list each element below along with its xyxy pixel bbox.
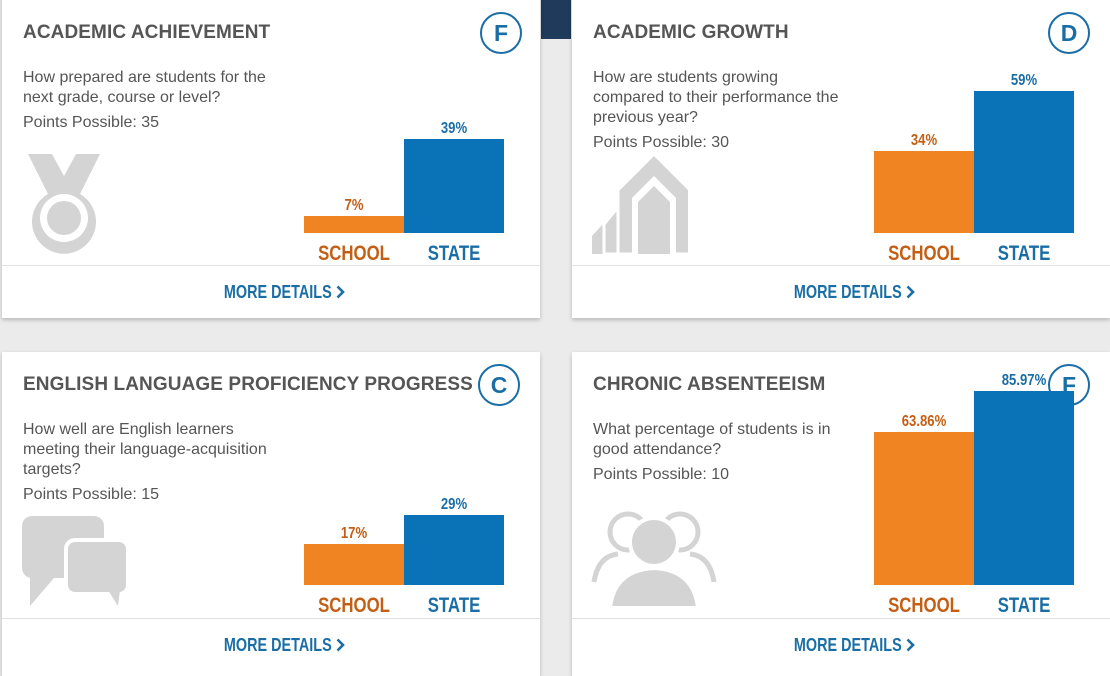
state-bar	[974, 91, 1074, 233]
school-label: SCHOOL	[318, 594, 390, 617]
header-strip	[541, 0, 571, 39]
state-bar	[404, 139, 504, 233]
card-question: How are students growing compared to the…	[593, 69, 839, 126]
school-value-label: 63.86%	[901, 413, 947, 430]
school-bar	[304, 216, 404, 233]
card-title: ACADEMIC ACHIEVEMENT	[23, 22, 271, 43]
people-group-icon	[591, 511, 717, 608]
grade-badge: D	[1048, 12, 1090, 54]
state-bar	[404, 515, 504, 585]
card-footer: MORE DETAILS	[572, 265, 1110, 318]
school-bar	[874, 432, 974, 585]
school-label: SCHOOL	[888, 242, 960, 265]
more-details-label: MORE DETAILS	[224, 634, 332, 655]
medal-icon	[28, 154, 100, 254]
more-details-label: MORE DETAILS	[794, 281, 902, 302]
school-value-label: 17%	[340, 525, 368, 542]
school-value-label: 34%	[910, 132, 938, 149]
card-footer: MORE DETAILS	[2, 618, 540, 671]
more-details-link[interactable]: MORE DETAILS	[767, 282, 915, 303]
school-bar	[874, 151, 974, 233]
card-footer: MORE DETAILS	[572, 618, 1110, 671]
points-possible: Points Possible: 10	[593, 466, 730, 483]
chevron-right-icon	[906, 285, 915, 299]
card-title: CHRONIC ABSENTEEISM	[593, 374, 826, 395]
grade-badge: F	[480, 12, 522, 54]
card-question: How prepared are students for the next g…	[23, 69, 266, 106]
grade-badge: C	[478, 364, 520, 406]
school-label: SCHOOL	[318, 242, 390, 265]
card-title: ENGLISH LANGUAGE PROFICIENCY PROGRESS	[23, 374, 473, 395]
points-possible: Points Possible: 15	[23, 486, 160, 503]
more-details-link[interactable]: MORE DETAILS	[767, 635, 915, 656]
state-value-label: 85.97%	[1001, 372, 1047, 389]
card-footer: MORE DETAILS	[2, 265, 540, 318]
card-title: ACADEMIC GROWTH	[593, 22, 789, 43]
bar-chart: 17% 29%	[304, 391, 506, 585]
growth-arrows-icon	[592, 154, 688, 254]
more-details-label: MORE DETAILS	[224, 281, 332, 302]
more-details-link[interactable]: MORE DETAILS	[197, 635, 345, 656]
state-bar	[974, 391, 1074, 585]
points-possible: Points Possible: 30	[593, 134, 730, 151]
state-label: STATE	[427, 594, 481, 617]
chevron-right-icon	[906, 638, 915, 652]
card-question: What percentage of students is in good a…	[593, 421, 831, 458]
bar-chart: 34% 59%	[874, 39, 1076, 233]
more-details-label: MORE DETAILS	[794, 634, 902, 655]
state-value-label: 59%	[1010, 72, 1038, 89]
academic-achievement-card: ACADEMIC ACHIEVEMENT F How prepared are …	[2, 0, 540, 318]
school-value-label: 7%	[344, 197, 364, 214]
bar-chart: 63.86% 85.97%	[874, 372, 1076, 585]
bar-chart: 7% 39%	[304, 39, 506, 233]
card-question: How well are English learners meeting th…	[23, 421, 267, 478]
chronic-absenteeism-card: CHRONIC ABSENTEEISM F What percentage of…	[572, 352, 1110, 676]
more-details-link[interactable]: MORE DETAILS	[197, 282, 345, 303]
state-label: STATE	[427, 242, 481, 265]
school-bar	[304, 544, 404, 585]
academic-growth-card: ACADEMIC GROWTH D How are students growi…	[572, 0, 1110, 318]
state-label: STATE	[997, 594, 1051, 617]
school-label: SCHOOL	[888, 594, 960, 617]
points-possible: Points Possible: 35	[23, 114, 160, 131]
chevron-right-icon	[336, 638, 345, 652]
speech-bubbles-icon	[22, 516, 130, 606]
state-value-label: 29%	[440, 496, 468, 513]
chevron-right-icon	[336, 285, 345, 299]
state-label: STATE	[997, 242, 1051, 265]
state-value-label: 39%	[440, 120, 468, 137]
english-language-proficiency-card: ENGLISH LANGUAGE PROFICIENCY PROGRESS C …	[2, 352, 540, 676]
